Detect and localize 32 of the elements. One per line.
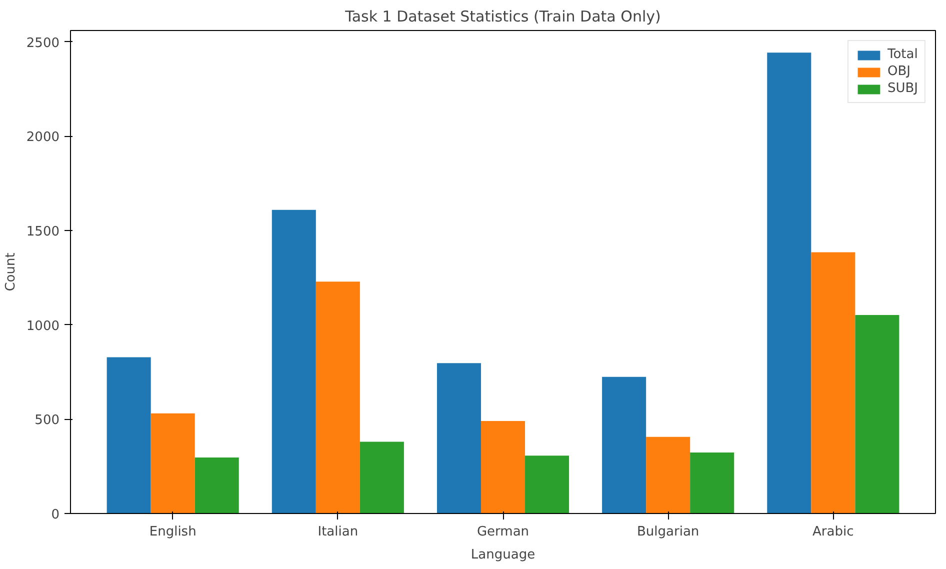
bar [602, 376, 646, 514]
bar [525, 456, 570, 514]
bar [106, 357, 151, 514]
legend-label: SUBJ [887, 81, 918, 96]
bar [150, 413, 195, 514]
y-tick-label: 2500 [26, 36, 60, 51]
bar [855, 315, 900, 514]
bar [811, 252, 856, 514]
bar [480, 421, 526, 514]
y-tick-label: 1500 [26, 224, 60, 240]
y-axis-title: Count [3, 252, 18, 292]
legend-label: OBJ [887, 64, 910, 79]
bar [646, 436, 690, 514]
bar [316, 282, 360, 514]
x-tick-label: Arabic [812, 524, 854, 540]
y-tick-label: 2000 [26, 130, 60, 146]
x-tick-label: Bulgarian [637, 524, 700, 540]
bar [436, 363, 481, 514]
bar [360, 442, 404, 514]
x-axis-title: Language [470, 548, 536, 562]
bar [194, 457, 239, 514]
bar [767, 52, 812, 514]
x-tick-label: German [476, 524, 530, 540]
chart-title: Task 1 Dataset Statistics (Train Data Only) [344, 8, 661, 26]
x-tick-label: Italian [318, 524, 358, 540]
bar [690, 452, 734, 514]
y-tick-label: 0 [51, 508, 60, 522]
bar [272, 210, 316, 514]
y-tick-label: 1000 [26, 318, 60, 334]
x-tick-label: English [149, 524, 196, 540]
legend-label: Total [887, 47, 918, 62]
y-tick-label: 500 [34, 413, 60, 428]
